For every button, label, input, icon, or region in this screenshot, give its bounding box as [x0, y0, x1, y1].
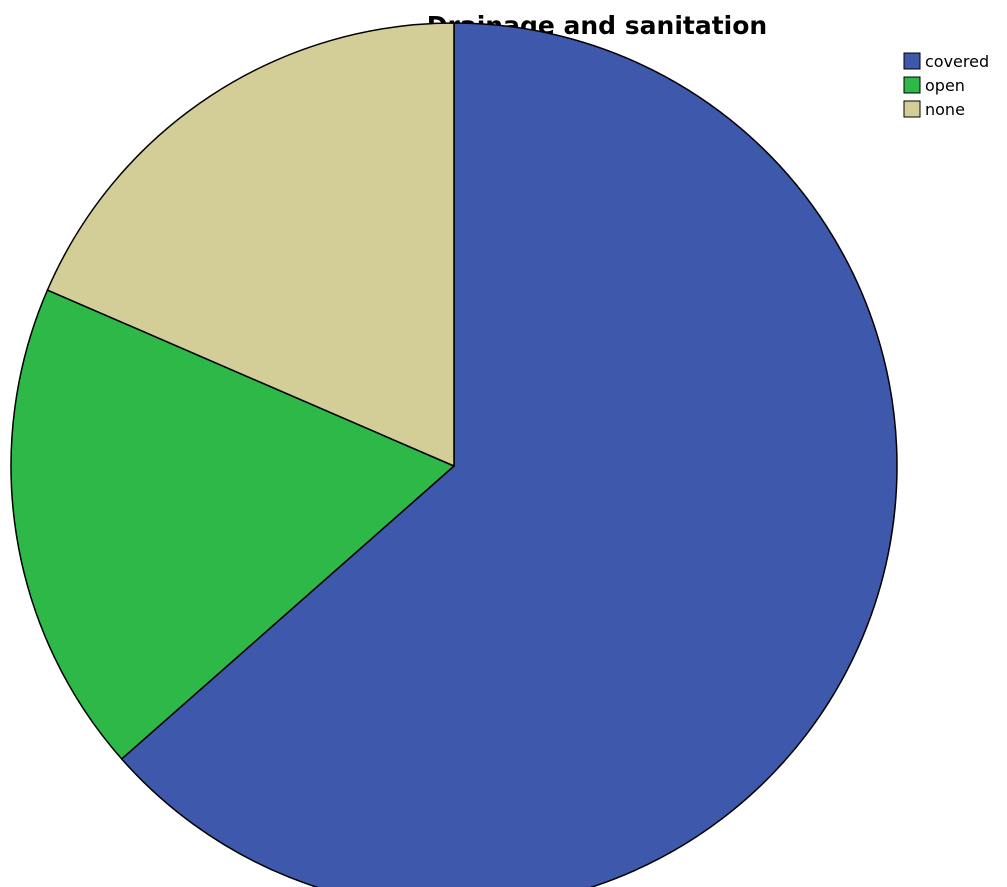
pie-slice-open	[10, 289, 455, 760]
legend-swatch-covered	[903, 52, 921, 70]
legend-label-none: none	[925, 100, 965, 119]
legend-label-covered: covered	[925, 52, 989, 71]
pie-slice-none	[46, 22, 455, 467]
pie-slice-covered	[120, 22, 898, 887]
legend-swatch-open	[903, 76, 921, 94]
legend: covered open none	[903, 52, 989, 119]
legend-swatch-none	[903, 100, 921, 118]
legend-label-open: open	[925, 76, 965, 95]
pie-slices	[10, 22, 898, 887]
